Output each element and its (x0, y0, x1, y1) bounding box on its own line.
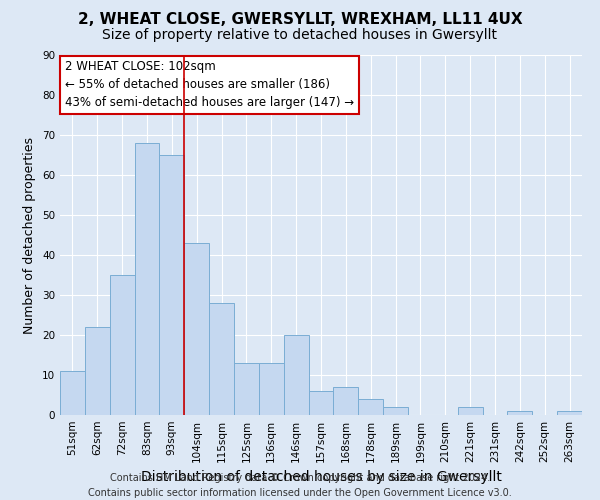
Bar (334, 387, 358, 415)
Text: 2 WHEAT CLOSE: 102sqm
← 55% of detached houses are smaller (186)
43% of semi-det: 2 WHEAT CLOSE: 102sqm ← 55% of detached … (65, 60, 355, 110)
Bar (110, 275, 134, 415)
Bar (308, 391, 334, 415)
Bar (234, 363, 259, 415)
Bar (284, 335, 308, 415)
Bar (85, 327, 110, 415)
X-axis label: Distribution of detached houses by size in Gwersyllt: Distribution of detached houses by size … (140, 470, 502, 484)
Text: Contains HM Land Registry data © Crown copyright and database right 2024.
Contai: Contains HM Land Registry data © Crown c… (88, 472, 512, 498)
Bar (184, 243, 209, 415)
Bar (508, 411, 532, 415)
Bar (358, 399, 383, 415)
Bar (557, 411, 582, 415)
Bar (134, 143, 160, 415)
Bar (209, 303, 234, 415)
Bar (458, 407, 482, 415)
Y-axis label: Number of detached properties: Number of detached properties (23, 136, 37, 334)
Text: 2, WHEAT CLOSE, GWERSYLLT, WREXHAM, LL11 4UX: 2, WHEAT CLOSE, GWERSYLLT, WREXHAM, LL11… (77, 12, 523, 28)
Text: Size of property relative to detached houses in Gwersyllt: Size of property relative to detached ho… (103, 28, 497, 42)
Bar (383, 407, 408, 415)
Bar (259, 363, 284, 415)
Bar (160, 155, 184, 415)
Bar (60, 371, 85, 415)
